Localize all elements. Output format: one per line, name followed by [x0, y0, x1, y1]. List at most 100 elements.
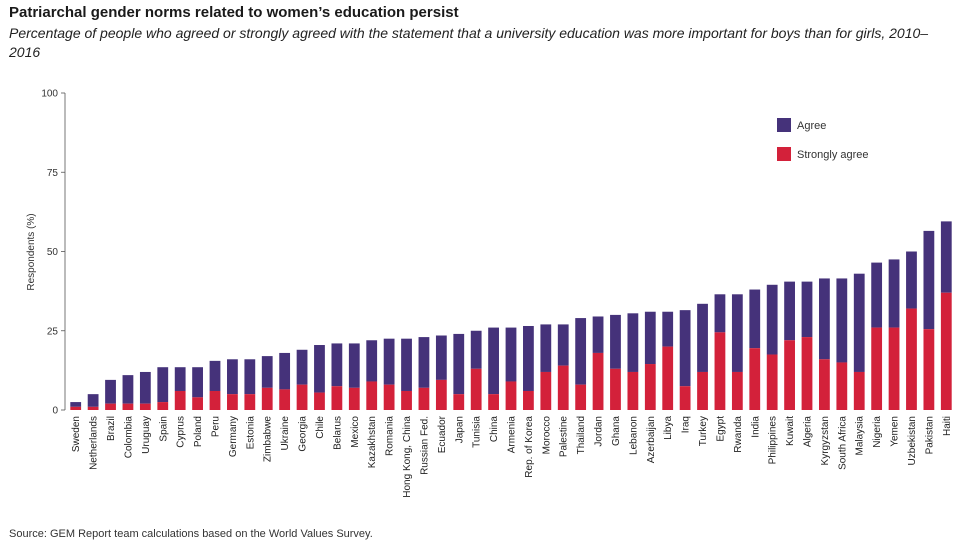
bar-agree	[139, 371, 151, 404]
bar-agree	[697, 303, 708, 372]
bar-strongly-agree	[192, 397, 203, 410]
bar-agree	[209, 360, 221, 391]
y-tick-label: 25	[47, 326, 59, 337]
category-label: Germany	[228, 416, 239, 457]
category-label: Uzbekistan	[907, 416, 918, 465]
bar-strongly-agree	[157, 402, 169, 410]
category-label: Algeria	[803, 416, 814, 448]
bar-agree	[940, 221, 952, 293]
bar-strongly-agree	[87, 406, 99, 410]
category-labels: Sweden Netherlands Brazil Colombia Uruguay Sp…	[71, 415, 953, 497]
category-label: South Africa	[837, 416, 848, 470]
bar-strongly-agree	[801, 337, 813, 410]
bar-strongly-agree	[435, 379, 447, 410]
bar-agree	[731, 294, 743, 372]
bar-strongly-agree	[940, 292, 952, 410]
bar-strongly-agree	[348, 387, 360, 410]
bar-agree	[836, 278, 848, 363]
bar-agree	[401, 338, 412, 391]
bar-agree	[435, 335, 447, 380]
bar-strongly-agree	[488, 394, 499, 410]
bar-strongly-agree	[923, 329, 935, 410]
bar-agree	[174, 367, 186, 391]
bar-strongly-agree	[731, 371, 743, 410]
category-label: China	[489, 416, 500, 443]
category-label: Ghana	[611, 416, 622, 446]
bar-strongly-agree	[871, 327, 883, 410]
bar-agree	[505, 327, 517, 382]
category-label: Mexico	[350, 416, 361, 448]
category-label: Ecuador	[437, 415, 448, 453]
bar-strongly-agree	[279, 389, 291, 410]
bar-agree	[888, 259, 900, 328]
category-label: Colombia	[123, 416, 134, 459]
category-label: Libya	[663, 416, 674, 440]
bar-strongly-agree	[401, 390, 412, 410]
source-note: Source: GEM Report team calculations bas…	[9, 528, 373, 540]
bar-agree	[853, 273, 865, 372]
bar-agree	[192, 367, 203, 398]
category-label: Rep. of Korea	[524, 416, 535, 478]
bar-agree	[627, 313, 639, 372]
chart-axes: 0 25 50 75 100	[41, 89, 66, 417]
bar-strongly-agree	[383, 384, 395, 410]
chart-legend: Agree Strongly agree	[777, 118, 869, 161]
bar-strongly-agree	[314, 392, 325, 410]
category-label: Lebanon	[628, 416, 639, 455]
category-label: Malaysia	[855, 416, 866, 456]
bar-strongly-agree	[662, 346, 674, 410]
bar-agree	[418, 337, 430, 388]
y-tick-label: 100	[41, 89, 58, 100]
bar-agree	[714, 294, 726, 333]
bar-strongly-agree	[209, 390, 221, 410]
bar-agree	[383, 338, 395, 385]
bar-agree	[261, 356, 273, 388]
legend-label-strongly-agree: Strongly agree	[797, 149, 869, 161]
category-label: Cyprus	[176, 416, 187, 448]
bar-agree	[575, 318, 587, 385]
bar-strongly-agree	[540, 371, 552, 410]
bar-strongly-agree	[853, 371, 865, 410]
bar-strongly-agree	[523, 390, 534, 410]
bar-agree	[871, 262, 883, 328]
bar-agree	[244, 359, 256, 395]
category-label: Spain	[158, 416, 169, 442]
bar-strongly-agree	[888, 327, 900, 410]
bar-strongly-agree	[505, 381, 517, 410]
bar-strongly-agree	[70, 406, 82, 410]
bar-agree	[679, 310, 691, 387]
bar-agree	[279, 352, 291, 390]
bar-strongly-agree	[906, 308, 917, 410]
bar-strongly-agree	[714, 332, 726, 410]
bar-agree	[644, 311, 656, 365]
bar-strongly-agree	[592, 352, 604, 410]
bar-strongly-agree	[627, 371, 639, 410]
bar-strongly-agree	[296, 384, 308, 410]
bar-agree	[348, 343, 360, 388]
category-label: Uruguay	[141, 416, 152, 454]
bar-strongly-agree	[244, 394, 256, 410]
category-label: Palestine	[559, 416, 570, 458]
category-label: Belarus	[332, 416, 343, 450]
chart-subtitle: Percentage of people who agreed or stron…	[9, 25, 929, 60]
bar-agree	[105, 379, 116, 404]
bar-strongly-agree	[122, 403, 134, 410]
category-label: Thailand	[576, 416, 587, 454]
bar-agree	[766, 284, 778, 355]
category-label: Ukraine	[280, 416, 291, 451]
category-label: Georgia	[298, 416, 309, 452]
bar-strongly-agree	[575, 384, 587, 410]
bar-agree	[749, 289, 761, 349]
category-label: Kazakhstan	[367, 416, 378, 468]
bar-agree	[662, 311, 674, 347]
bar-strongly-agree	[174, 390, 186, 410]
category-label: Chile	[315, 416, 326, 439]
bar-strongly-agree	[644, 364, 656, 410]
bar-strongly-agree	[366, 381, 378, 410]
legend-swatch-agree	[777, 118, 791, 132]
category-label: Haiti	[942, 416, 953, 436]
bar-agree	[488, 327, 499, 395]
legend-swatch-strongly-agree	[777, 147, 791, 161]
category-label: Turkey	[698, 416, 709, 446]
category-label: Russian Fed.	[419, 416, 430, 475]
